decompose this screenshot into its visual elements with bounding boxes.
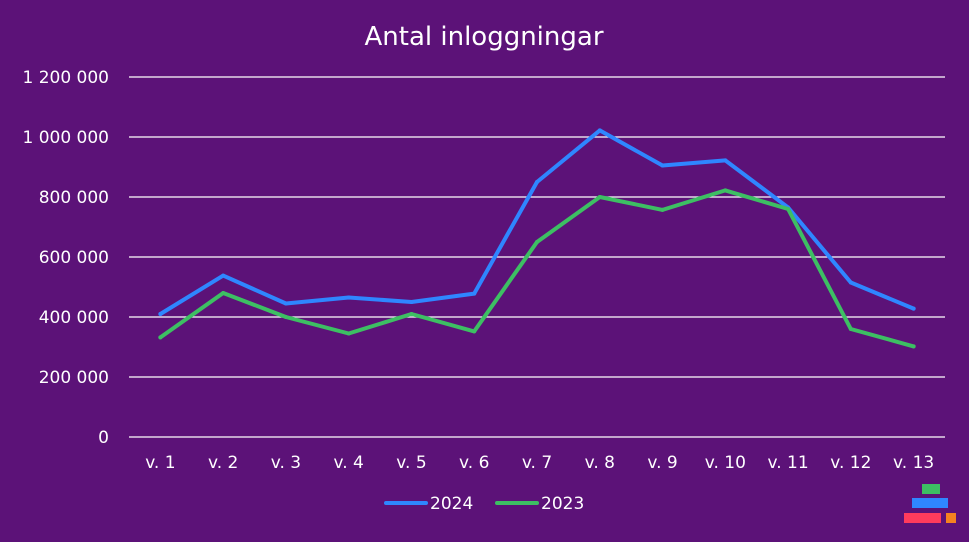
x-tick-label: v. 9	[647, 453, 677, 473]
series-line-2024	[158, 128, 916, 316]
x-tick-label: v. 7	[522, 453, 552, 473]
data-point-2023	[535, 240, 539, 244]
y-tick-label: 800 000	[39, 188, 109, 208]
data-point-2024	[346, 295, 351, 300]
data-point-2023	[221, 291, 226, 295]
x-tick-label: v. 8	[585, 453, 615, 473]
data-point-2023	[660, 207, 665, 212]
x-tick-label: v. 12	[830, 453, 871, 473]
data-point-2023	[786, 207, 791, 211]
data-point-2023	[409, 312, 414, 316]
x-tick-label: v. 5	[396, 453, 426, 473]
y-tick-label: 0	[98, 428, 109, 448]
logo-block	[912, 498, 948, 508]
logo-block	[946, 513, 956, 523]
data-point-2024	[911, 306, 916, 311]
data-point-2024	[409, 300, 414, 304]
data-point-2024	[535, 180, 539, 184]
legend: 2024 2023	[384, 494, 584, 514]
data-point-2024	[848, 280, 853, 285]
data-point-2023	[346, 331, 351, 336]
chart-title: Antal inloggningar	[364, 22, 603, 52]
data-point-2023	[597, 195, 602, 199]
legend-label-2024: 2024	[430, 494, 473, 514]
y-tick-label: 200 000	[39, 368, 109, 388]
data-point-2023	[158, 335, 163, 340]
x-tick-label: v. 13	[893, 453, 934, 473]
data-point-2023	[911, 344, 916, 349]
y-axis-ticks: 0 200 000 400 000 600 000 800 000 1 000 000 1 …	[22, 68, 109, 448]
data-point-2023	[848, 327, 853, 331]
x-tick-label: v. 6	[459, 453, 489, 473]
gridlines	[129, 76, 945, 438]
x-tick-label: v. 1	[145, 453, 175, 473]
y-tick-label: 1 200 000	[22, 68, 109, 88]
data-point-2024	[158, 312, 163, 316]
x-tick-label: v. 4	[334, 453, 364, 473]
data-point-2024	[660, 163, 665, 168]
y-tick-label: 600 000	[39, 248, 109, 268]
data-point-2024	[221, 273, 226, 278]
series-line-2023	[158, 188, 916, 349]
x-tick-label: v. 2	[208, 453, 238, 473]
y-tick-label: 400 000	[39, 308, 109, 328]
data-point-2024	[283, 301, 288, 306]
data-point-2023	[472, 329, 477, 334]
x-axis-ticks: v. 1 v. 2 v. 3 v. 4 v. 5 v. 6 v. 7 v. 8 v. 9 v. 1…	[145, 453, 934, 473]
data-point-2024	[723, 158, 728, 163]
x-tick-label: v. 11	[767, 453, 808, 473]
data-point-2024	[597, 128, 602, 133]
x-tick-label: v. 3	[271, 453, 301, 473]
series-lines	[158, 128, 916, 349]
logo-icon	[904, 484, 956, 523]
data-point-2024	[472, 291, 477, 296]
legend-label-2023: 2023	[541, 494, 584, 514]
logo-block	[922, 484, 940, 494]
data-point-2023	[283, 315, 288, 319]
logo-block	[904, 513, 941, 523]
y-tick-label: 1 000 000	[22, 128, 109, 148]
x-tick-label: v. 10	[705, 453, 746, 473]
data-point-2023	[723, 188, 728, 193]
